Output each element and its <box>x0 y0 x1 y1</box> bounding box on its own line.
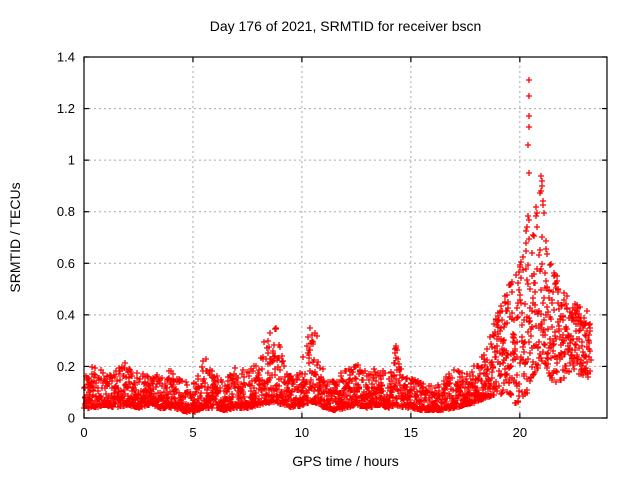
y-tick-label: 0.6 <box>57 256 75 271</box>
y-tick-label: 0.2 <box>57 359 75 374</box>
y-tick-label: 0 <box>68 411 75 426</box>
x-axis-label: GPS time / hours <box>292 453 399 469</box>
y-tick-label: 1 <box>68 153 75 168</box>
scatter-points <box>81 77 594 415</box>
x-tick-label: 0 <box>80 425 87 440</box>
y-tick-label: 1.4 <box>57 50 75 65</box>
tick-labels: 0 5 10 15 20 0 0.2 0.4 0.6 0.8 1 1.2 1.4 <box>57 50 527 441</box>
plot-border <box>83 56 608 419</box>
y-tick-label: 0.4 <box>57 307 75 322</box>
grid-lines <box>84 57 607 418</box>
x-tick-label: 20 <box>513 425 527 440</box>
y-axis-label: SRMTID / TECUs <box>7 182 23 292</box>
x-tick-label: 10 <box>295 425 309 440</box>
y-tick-label: 1.2 <box>57 101 75 116</box>
y-tick-label: 0.8 <box>57 204 75 219</box>
x-tick-label: 5 <box>189 425 196 440</box>
x-tick-label: 15 <box>404 425 418 440</box>
axis-ticks <box>83 56 607 419</box>
chart-title: Day 176 of 2021, SRMTID for receiver bsc… <box>210 18 482 34</box>
